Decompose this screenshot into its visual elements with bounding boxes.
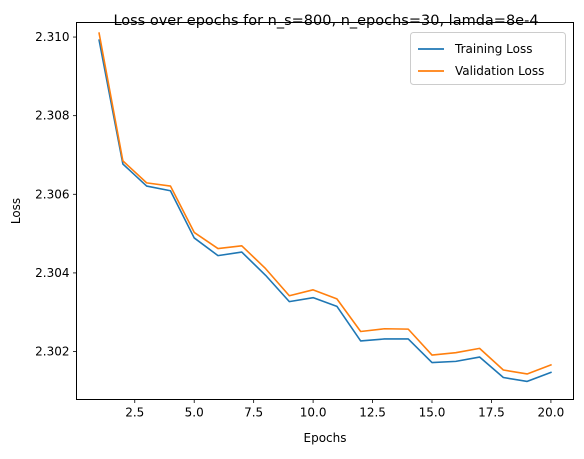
series-line-validation-loss — [98, 32, 552, 375]
x-tick-label: 17.5 — [478, 406, 505, 420]
chart-title: Loss over epochs for n_s=800, n_epochs=3… — [113, 13, 538, 29]
legend: Training Loss Validation Loss — [410, 32, 566, 85]
x-tick-label: 12.5 — [359, 406, 386, 420]
x-tick-label: 5.0 — [185, 406, 204, 420]
y-tick-label: 2.308 — [35, 109, 69, 123]
y-axis: 2.302 2.304 2.306 2.308 2.310 — [35, 30, 77, 359]
legend-label-validation-loss: Validation Loss — [455, 64, 544, 78]
plot-frame — [76, 22, 574, 400]
plot-area — [76, 22, 574, 400]
y-axis-label: Loss — [9, 198, 23, 224]
legend-box — [410, 32, 566, 85]
y-tick-label: 2.304 — [35, 266, 69, 280]
series-layer — [98, 32, 552, 383]
x-tick-label: 15.0 — [419, 406, 446, 420]
y-tick-label: 2.310 — [35, 30, 69, 44]
x-axis: 2.5 5.0 7.5 10.0 12.5 15.0 17.5 20.0 — [125, 399, 565, 420]
x-axis-label: Epochs — [304, 431, 347, 445]
y-tick-label: 2.306 — [35, 187, 69, 201]
x-tick-label: 7.5 — [244, 406, 263, 420]
legend-label-training-loss: Training Loss — [454, 42, 532, 56]
y-tick-label: 2.302 — [35, 345, 69, 359]
x-tick-label: 2.5 — [125, 406, 144, 420]
series-line-training-loss — [98, 39, 552, 383]
x-tick-label: 20.0 — [538, 406, 565, 420]
x-tick-label: 10.0 — [300, 406, 327, 420]
